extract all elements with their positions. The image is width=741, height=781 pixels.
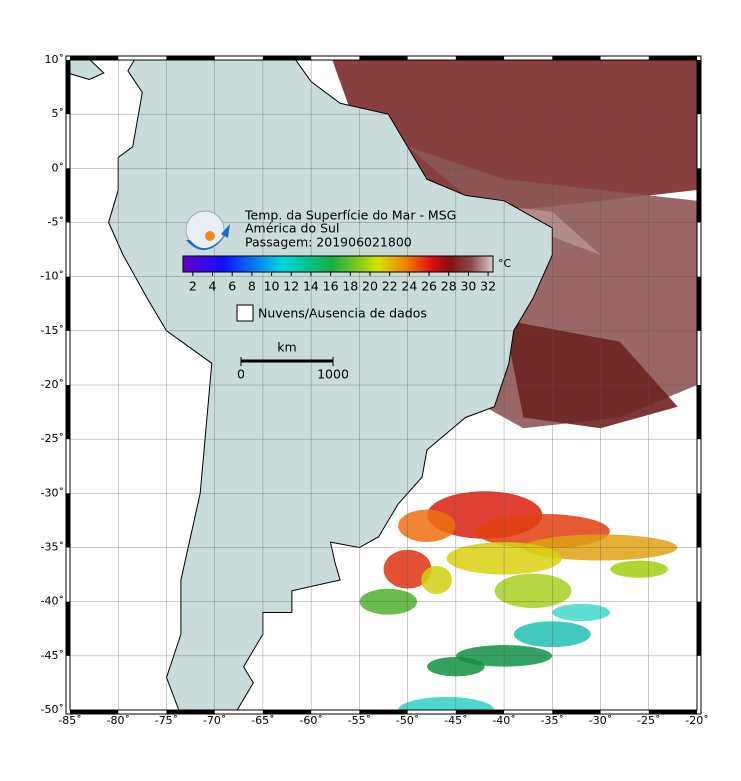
- x-tick-label: -50˚: [396, 714, 419, 727]
- colorbar-tick-label: 20: [362, 279, 378, 294]
- logo: [185, 210, 230, 251]
- legend-label: Nuvens/Ausencia de dados: [258, 306, 427, 321]
- colorbar-tick-label: 6: [228, 279, 236, 294]
- scale-label: 0: [237, 367, 245, 382]
- colorbar-tick-label: 8: [248, 279, 256, 294]
- frame-segment: [697, 493, 701, 548]
- x-tick-label: -35˚: [541, 714, 564, 727]
- sst-patch: [398, 697, 495, 710]
- scale-label: 1000: [317, 367, 349, 382]
- y-tick-label: -30˚: [41, 486, 64, 499]
- frame-segment: [70, 710, 119, 714]
- y-tick-label: 0˚: [52, 161, 65, 174]
- scale-unit: km: [277, 340, 296, 355]
- x-tick-label: -65˚: [251, 714, 274, 727]
- frame-segment: [66, 168, 70, 223]
- title: Temp. da Superfície do Mar - MSG: [244, 208, 456, 223]
- frame-segment: [166, 56, 215, 60]
- sst-patch: [552, 603, 611, 622]
- y-tick-label: 10˚: [45, 53, 65, 66]
- frame-segment: [697, 168, 701, 223]
- subtitle: América do Sul: [245, 221, 339, 236]
- frame-segment: [66, 60, 70, 115]
- y-tick-label: -45˚: [41, 649, 64, 662]
- colorbar-tick-label: 24: [401, 279, 417, 294]
- sst-patch: [504, 320, 678, 429]
- frame-segment: [262, 710, 312, 714]
- frame-segment: [359, 710, 408, 714]
- x-tick-label: -45˚: [444, 714, 467, 727]
- frame-segment: [648, 710, 697, 714]
- frame-segment: [66, 276, 70, 331]
- sst-patch: [494, 573, 572, 609]
- frame-segment: [552, 710, 601, 714]
- frame-segment: [359, 56, 408, 60]
- x-tick-label: -85˚: [58, 714, 81, 727]
- y-tick-label: -50˚: [41, 703, 64, 716]
- x-tick-label: -55˚: [348, 714, 371, 727]
- x-tick-label: -75˚: [155, 714, 178, 727]
- colorbar-tick-label: 22: [382, 279, 398, 294]
- frame-segment: [262, 56, 312, 60]
- map-body: [70, 60, 697, 710]
- legend-swatch: [236, 304, 254, 322]
- sst-patch: [421, 565, 452, 595]
- colorbar-tick-label: 14: [303, 279, 319, 294]
- colorbar-unit: °C: [498, 257, 512, 270]
- graticule: [70, 60, 697, 710]
- sst-patch: [398, 509, 456, 543]
- colorbar-tick-label: 28: [441, 279, 457, 294]
- sst-patch: [610, 560, 668, 578]
- y-tick-label: -15˚: [41, 324, 64, 337]
- frame-segment: [66, 385, 70, 440]
- frame-segment: [697, 385, 701, 440]
- frame-segment: [648, 56, 697, 60]
- x-tick-label: -20˚: [685, 714, 708, 727]
- scale-bar: 0 1000: [237, 357, 349, 382]
- colorbar-ticks: 2 4 6 8 10 12 14 16 18 20 22 24 26 28 30 32: [189, 272, 496, 294]
- pass-time: Passagem: 201906021800: [245, 235, 412, 250]
- frame-segment: [455, 710, 505, 714]
- frame-segment: [697, 601, 701, 656]
- y-tick-label: -10˚: [41, 270, 64, 283]
- sst-patch: [455, 200, 601, 255]
- frame-segment: [697, 60, 701, 115]
- central-america: [70, 60, 105, 81]
- y-tick-label: -40˚: [41, 595, 64, 608]
- colorbar-tick-label: 32: [480, 279, 496, 294]
- colorbar-tick-label: 12: [283, 279, 299, 294]
- frame-segment: [455, 56, 505, 60]
- colorbar-tick-label: 4: [209, 279, 217, 294]
- colorbar: [182, 255, 494, 273]
- colorbar-tick-label: 16: [323, 279, 339, 294]
- frame-segment: [697, 276, 701, 331]
- x-tick-label: -60˚: [299, 714, 322, 727]
- y-tick-label: -35˚: [41, 541, 64, 554]
- colorbar-tick-label: 30: [460, 279, 476, 294]
- colorbar-tick-label: 2: [189, 279, 197, 294]
- map-frame: [65, 55, 702, 715]
- frame-segment: [552, 56, 601, 60]
- y-tick-label: 5˚: [52, 107, 65, 120]
- x-tick-label: -70˚: [203, 714, 226, 727]
- y-tick-label: -25˚: [41, 432, 64, 445]
- y-tick-label: -5˚: [48, 216, 64, 229]
- colorbar-tick-label: 18: [342, 279, 358, 294]
- frame-segment: [70, 56, 119, 60]
- colorbar-tick-label: 10: [264, 279, 280, 294]
- frame-segment: [166, 710, 215, 714]
- colorbar-tick-label: 26: [421, 279, 437, 294]
- x-tick-label: -80˚: [106, 714, 129, 727]
- x-tick-label: -40˚: [492, 714, 515, 727]
- x-tick-label: -25˚: [637, 714, 660, 727]
- x-tick-label: -30˚: [589, 714, 612, 727]
- frame-segment: [66, 601, 70, 656]
- ticks: -85˚ -80˚ -75˚ -70˚ -65˚ -60˚ -55˚ -50˚ -45˚ -40˚…: [41, 53, 709, 727]
- frame-segment: [66, 493, 70, 548]
- y-tick-label: -20˚: [41, 378, 64, 391]
- logo-dot: [205, 231, 215, 241]
